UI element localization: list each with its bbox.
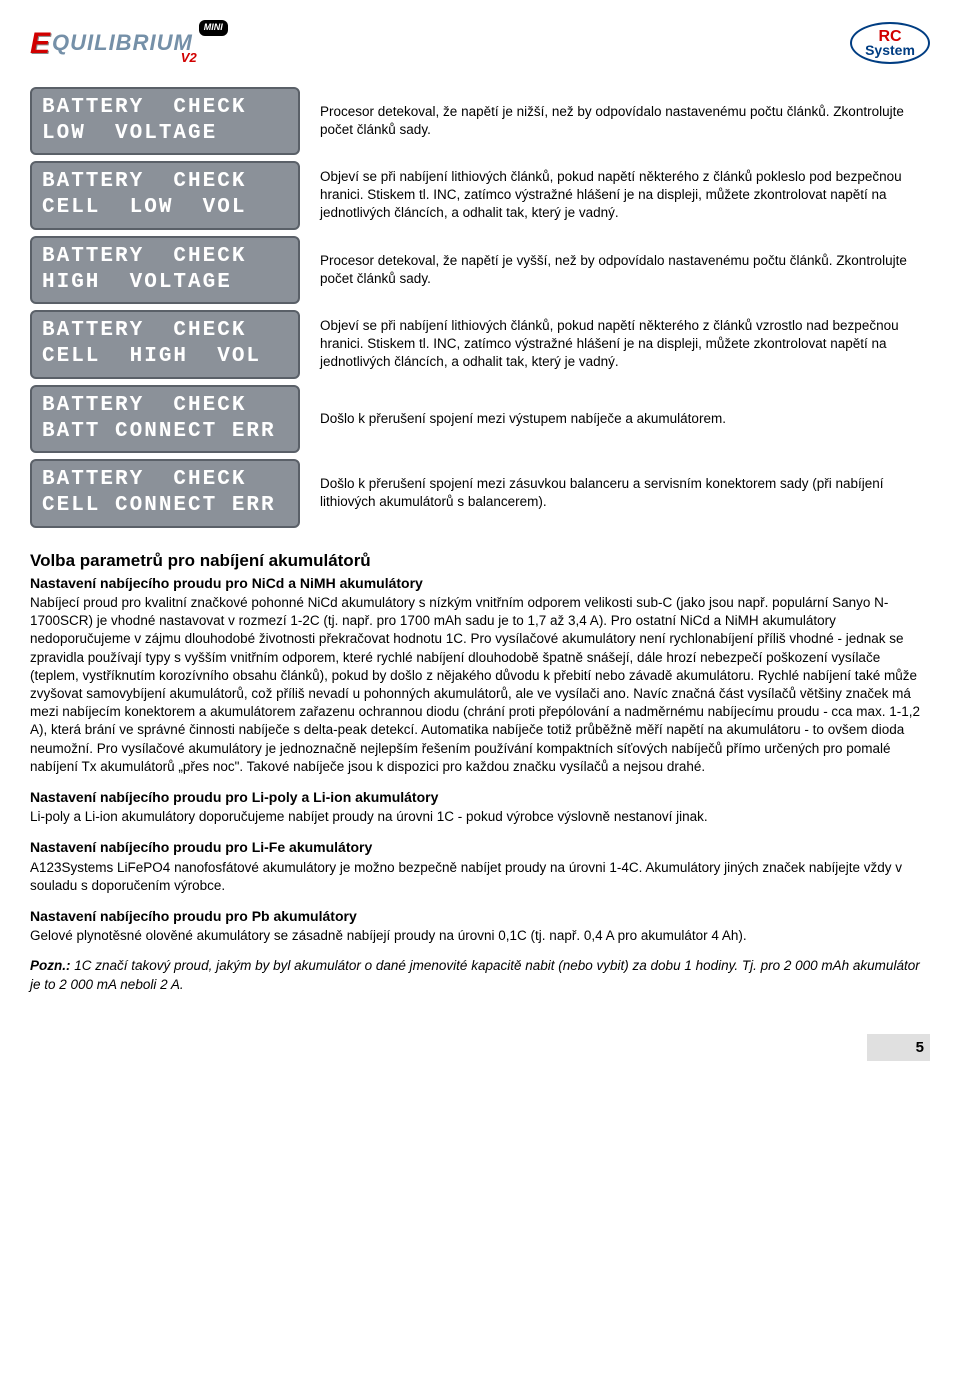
lcd-display: BATTERY CHECK CELL HIGH VOL — [30, 310, 300, 379]
page-number: 5 — [30, 1034, 930, 1062]
lcd-table: BATTERY CHECK LOW VOLTAGE Procesor detek… — [30, 87, 930, 528]
note-lead: Pozn.: — [30, 958, 71, 973]
lcd-line1: BATTERY CHECK — [42, 170, 246, 193]
logo-mini-badge: MINI — [199, 20, 228, 36]
subsection-title: Nastavení nabíjecího proudu pro Li-poly … — [30, 788, 930, 806]
lcd-line1: BATTERY CHECK — [42, 245, 246, 268]
lcd-row: BATTERY CHECK CELL HIGH VOL Objeví se př… — [30, 310, 930, 379]
lcd-line2: LOW VOLTAGE — [42, 122, 217, 145]
lcd-line2: CELL LOW VOL — [42, 196, 246, 219]
subsection-title: Nastavení nabíjecího proudu pro Li-Fe ak… — [30, 838, 930, 856]
lcd-display: BATTERY CHECK CELL CONNECT ERR — [30, 459, 300, 528]
lcd-line1: BATTERY CHECK — [42, 394, 246, 417]
logo-equilibrium: E QUILIBRIUM MINI V2 — [30, 20, 228, 67]
body-text: Gelové plynotěsné olověné akumulátory se… — [30, 927, 930, 945]
section-title: Volba parametrů pro nabíjení akumulátorů — [30, 550, 930, 572]
lcd-display: BATTERY CHECK CELL LOW VOL — [30, 161, 300, 230]
note-body: 1C značí takový proud, jakým by byl akum… — [30, 958, 920, 991]
logo-rc-system: RC System — [850, 22, 930, 64]
subsection-title: Nastavení nabíjecího proudu pro Pb akumu… — [30, 907, 930, 925]
lcd-display: BATTERY CHECK BATT CONNECT ERR — [30, 385, 300, 454]
lcd-row: BATTERY CHECK CELL LOW VOL Objeví se při… — [30, 161, 930, 230]
lcd-description: Došlo k přerušení spojení mezi zásuvkou … — [320, 475, 930, 511]
lcd-description: Došlo k přerušení spojení mezi výstupem … — [320, 410, 726, 428]
body-text: A123Systems LiFePO4 nanofosfátové akumul… — [30, 859, 930, 895]
lcd-line2: CELL CONNECT ERR — [42, 494, 276, 517]
lcd-description: Objeví se při nabíjení lithiových článků… — [320, 168, 930, 223]
lcd-line1: BATTERY CHECK — [42, 319, 246, 342]
lcd-line1: BATTERY CHECK — [42, 96, 246, 119]
lcd-row: BATTERY CHECK LOW VOLTAGE Procesor detek… — [30, 87, 930, 156]
body-text: Li-poly a Li-ion akumulátory doporučujem… — [30, 808, 930, 826]
lcd-line1: BATTERY CHECK — [42, 468, 246, 491]
body-text: Nabíjecí proud pro kvalitní značkové poh… — [30, 594, 930, 776]
logo-text: QUILIBRIUM — [52, 29, 193, 58]
logo-v2-badge: V2 — [181, 50, 197, 67]
page-header: E QUILIBRIUM MINI V2 RC System — [30, 20, 930, 67]
logo-e: E — [30, 24, 50, 63]
lcd-line2: BATT CONNECT ERR — [42, 420, 276, 443]
lcd-line2: HIGH VOLTAGE — [42, 271, 232, 294]
lcd-row: BATTERY CHECK CELL CONNECT ERR Došlo k p… — [30, 459, 930, 528]
subsection-title: Nastavení nabíjecího proudu pro NiCd a N… — [30, 574, 930, 592]
lcd-description: Procesor detekoval, že napětí je nižší, … — [320, 103, 930, 139]
lcd-description: Objeví se při nabíjení lithiových článků… — [320, 317, 930, 372]
lcd-row: BATTERY CHECK HIGH VOLTAGE Procesor dete… — [30, 236, 930, 305]
note: Pozn.: 1C značí takový proud, jakým by b… — [30, 957, 930, 993]
lcd-row: BATTERY CHECK BATT CONNECT ERR Došlo k p… — [30, 385, 930, 454]
lcd-line2: CELL HIGH VOL — [42, 345, 261, 368]
logo-system: System — [865, 44, 915, 57]
lcd-description: Procesor detekoval, že napětí je vyšší, … — [320, 252, 930, 288]
lcd-display: BATTERY CHECK HIGH VOLTAGE — [30, 236, 300, 305]
lcd-display: BATTERY CHECK LOW VOLTAGE — [30, 87, 300, 156]
